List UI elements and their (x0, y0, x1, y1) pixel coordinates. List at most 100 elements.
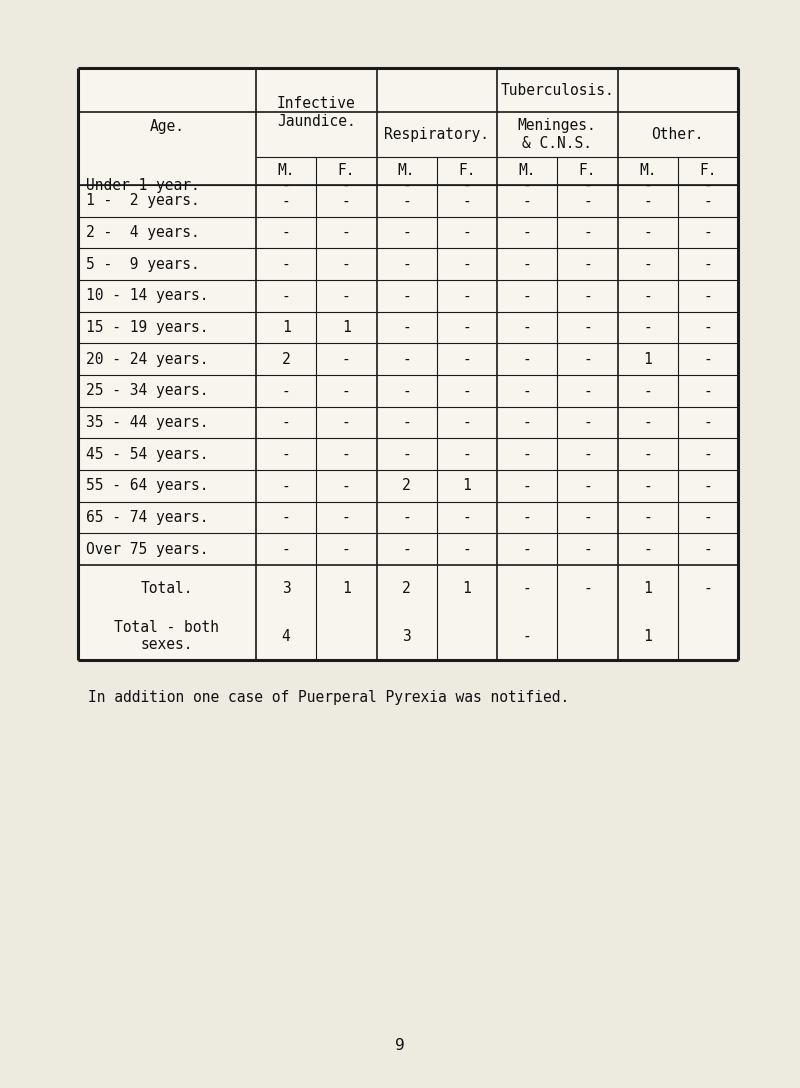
Text: -: - (522, 629, 531, 644)
Text: -: - (703, 383, 712, 398)
Text: -: - (522, 479, 531, 493)
Text: 2: 2 (282, 351, 290, 367)
Text: -: - (282, 288, 290, 304)
Text: -: - (402, 510, 411, 526)
Text: -: - (703, 479, 712, 493)
Text: -: - (402, 194, 411, 209)
Text: -: - (342, 447, 350, 461)
Text: -: - (522, 447, 531, 461)
Text: -: - (583, 479, 592, 493)
Text: -: - (462, 257, 471, 272)
Text: -: - (522, 177, 531, 193)
Text: Meninges.
& C.N.S.: Meninges. & C.N.S. (518, 119, 597, 150)
Text: -: - (282, 415, 290, 430)
Text: Other.: Other. (651, 127, 704, 141)
Text: -: - (643, 320, 652, 335)
Text: -: - (462, 288, 471, 304)
Text: 1: 1 (462, 581, 471, 596)
Text: -: - (402, 542, 411, 557)
Text: -: - (342, 177, 350, 193)
Text: F.: F. (699, 163, 717, 178)
Text: -: - (402, 447, 411, 461)
Text: -: - (342, 225, 350, 240)
Text: -: - (643, 194, 652, 209)
Text: -: - (522, 288, 531, 304)
Text: -: - (583, 320, 592, 335)
Text: 45 - 54 years.: 45 - 54 years. (86, 447, 209, 461)
Text: -: - (583, 194, 592, 209)
Text: 1: 1 (643, 351, 652, 367)
Text: -: - (282, 510, 290, 526)
Text: 2: 2 (402, 581, 411, 596)
Text: -: - (522, 510, 531, 526)
Text: -: - (643, 383, 652, 398)
Text: -: - (522, 351, 531, 367)
Text: M.: M. (278, 163, 295, 178)
Text: F.: F. (338, 163, 355, 178)
Text: -: - (703, 177, 712, 193)
Text: -: - (462, 320, 471, 335)
Text: -: - (462, 510, 471, 526)
Text: -: - (402, 351, 411, 367)
Text: M.: M. (639, 163, 656, 178)
Text: -: - (342, 510, 350, 526)
Text: -: - (643, 288, 652, 304)
Text: -: - (703, 225, 712, 240)
Text: -: - (703, 510, 712, 526)
Text: -: - (643, 447, 652, 461)
Text: -: - (522, 581, 531, 596)
Text: -: - (583, 288, 592, 304)
Text: 20 - 24 years.: 20 - 24 years. (86, 351, 209, 367)
Text: -: - (522, 415, 531, 430)
Text: Under 1 year.: Under 1 year. (86, 177, 200, 193)
Text: -: - (643, 510, 652, 526)
Text: -: - (583, 542, 592, 557)
Text: Over 75 years.: Over 75 years. (86, 542, 209, 557)
Text: -: - (643, 415, 652, 430)
Text: M.: M. (518, 163, 536, 178)
Text: -: - (462, 194, 471, 209)
Text: -: - (703, 320, 712, 335)
Text: Total - both
sexes.: Total - both sexes. (114, 620, 219, 653)
Text: -: - (282, 479, 290, 493)
Text: 15 - 19 years.: 15 - 19 years. (86, 320, 209, 335)
Text: -: - (583, 581, 592, 596)
Text: -: - (282, 194, 290, 209)
Text: 25 - 34 years.: 25 - 34 years. (86, 383, 209, 398)
Text: -: - (402, 288, 411, 304)
Text: -: - (703, 581, 712, 596)
Text: Tuberculosis.: Tuberculosis. (500, 83, 614, 98)
Text: 65 - 74 years.: 65 - 74 years. (86, 510, 209, 526)
Text: -: - (583, 257, 592, 272)
Text: -: - (643, 225, 652, 240)
Text: -: - (583, 383, 592, 398)
Text: -: - (282, 447, 290, 461)
Text: -: - (342, 257, 350, 272)
Text: -: - (342, 288, 350, 304)
Text: -: - (402, 415, 411, 430)
Text: -: - (522, 542, 531, 557)
Text: 2 -  4 years.: 2 - 4 years. (86, 225, 200, 240)
Text: -: - (462, 542, 471, 557)
Text: -: - (583, 415, 592, 430)
Text: -: - (583, 510, 592, 526)
Text: 9: 9 (395, 1039, 405, 1053)
Text: 3: 3 (282, 581, 290, 596)
Text: -: - (583, 351, 592, 367)
Text: -: - (522, 320, 531, 335)
Text: 5 -  9 years.: 5 - 9 years. (86, 257, 200, 272)
Text: -: - (703, 351, 712, 367)
Text: -: - (462, 415, 471, 430)
Text: -: - (462, 351, 471, 367)
Text: -: - (703, 447, 712, 461)
Text: Age.: Age. (150, 119, 185, 134)
Text: -: - (522, 225, 531, 240)
Text: -: - (282, 542, 290, 557)
Bar (78, 67, 738, 660)
Text: Total.: Total. (141, 581, 194, 596)
Text: 1: 1 (462, 479, 471, 493)
Text: -: - (462, 383, 471, 398)
Text: 35 - 44 years.: 35 - 44 years. (86, 415, 209, 430)
Text: -: - (703, 288, 712, 304)
Text: -: - (342, 194, 350, 209)
